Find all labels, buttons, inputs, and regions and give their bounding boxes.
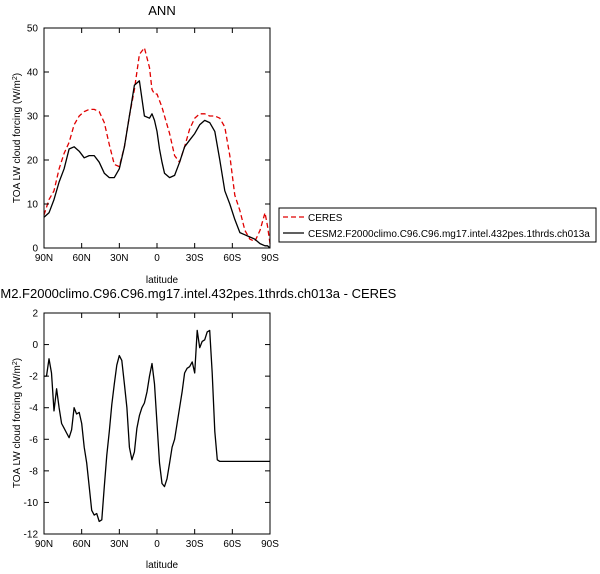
top-series-lines [43,47,271,249]
legend-label-cesm2: CESM2.F2000climo.C96.C96.mg17.intel.432p… [308,229,590,240]
top-y-tick-label: 20 [27,156,39,167]
top-x-tick-label: 60N [72,253,90,264]
top-y-tick-label: 40 [27,68,39,79]
bottom-x-tick-label: 90N [35,539,53,550]
legend-box [278,207,597,243]
bottom-y-tick-label: -2 [29,372,38,383]
top-series-line-0 [43,47,271,244]
bottom-y-tick-label: 2 [32,309,38,320]
bottom-plot-frame [43,312,271,535]
top-x-tick-label: 30N [110,253,128,264]
top-ticks: 90N 60N 30N 0 30S 60S 90S 0 10 20 30 40 50 [27,24,279,265]
legend: CERES CESM2.F2000climo.C96.C96.mg17.inte… [278,207,597,243]
top-panel: ANN TOA LW cloud forcing (W/m2) latitude… [12,3,280,286]
bottom-x-tick-label: 60N [72,539,90,550]
top-y-axis-label: TOA LW cloud forcing (W/m2) [12,73,24,203]
bottom-x-tick-label: 30N [110,539,128,550]
bottom-y-axis-label: TOA LW cloud forcing (W/m2) [12,358,24,488]
top-x-tick-label: 90S [261,253,279,264]
bottom-y-tick-label: -12 [24,530,39,541]
bottom-ticks: 90N 60N 30N 0 30S 60S 90S -12 -10 -8 -6 -4 -2 0 2 [24,309,280,551]
top-x-tick-label: 30S [186,253,204,264]
bottom-panel: CESM2.F2000climo.C96.C96.mg17.intel.432p… [0,286,397,571]
top-y-tick-label: 0 [32,244,38,255]
bottom-y-tick-label: -10 [24,498,39,509]
bottom-x-tick-label: 30S [186,539,204,550]
top-y-tick-label: 30 [27,112,39,123]
bottom-x-tick-label: 90S [261,539,279,550]
top-plot-frame [43,27,271,249]
top-x-tick-label: 60S [223,253,241,264]
bottom-y-tick-label: 0 [32,340,38,351]
legend-label-ceres: CERES [308,213,343,224]
bottom-x-tick-label: 60S [223,539,241,550]
top-x-tick-label: 90N [35,253,53,264]
top-y-tick-label: 50 [27,24,39,35]
bottom-title: CESM2.F2000climo.C96.C96.mg17.intel.432p… [0,286,397,301]
bottom-y-tick-label: -6 [29,435,38,446]
bottom-x-tick-label: 0 [154,539,160,550]
bottom-y-tick-label: -8 [29,466,38,477]
top-series-line-1 [43,80,271,249]
bottom-series-lines [44,329,270,523]
top-x-axis-label: latitude [146,275,179,286]
bottom-x-axis-label: latitude [146,560,179,571]
bottom-y-tick-label: -4 [29,403,38,414]
top-x-tick-label: 0 [154,253,160,264]
top-title: ANN [148,3,175,18]
top-y-tick-label: 10 [27,200,39,211]
bottom-series-line-0 [44,329,270,523]
